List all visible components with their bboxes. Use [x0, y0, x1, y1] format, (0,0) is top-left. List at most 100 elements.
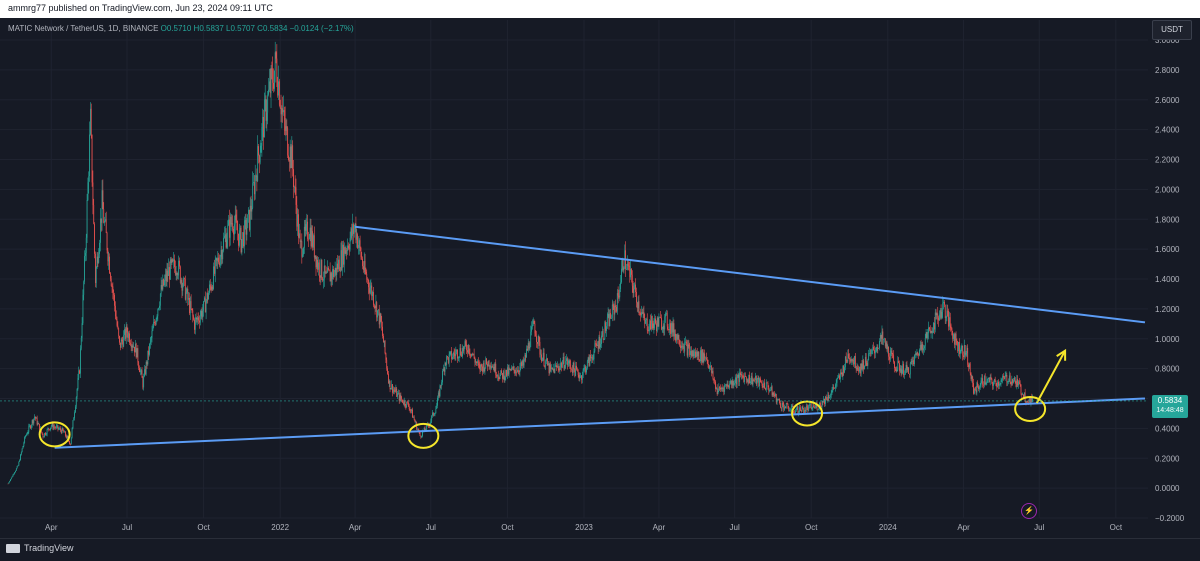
candle-body — [514, 369, 516, 374]
candle-body — [323, 279, 324, 281]
candle-body — [464, 341, 466, 347]
candle-body — [866, 362, 868, 366]
candle-body — [932, 332, 934, 334]
candle-body — [887, 346, 889, 350]
candle-body — [654, 318, 656, 324]
candle-body — [248, 209, 249, 215]
candle-body — [857, 367, 859, 371]
candle-body — [17, 465, 19, 467]
candle-body — [583, 367, 585, 370]
candle-body — [582, 369, 584, 376]
candle-body — [945, 316, 947, 318]
candle-body — [408, 406, 410, 410]
candle-body — [562, 357, 564, 364]
candle-body — [422, 431, 423, 437]
candle-body — [139, 370, 141, 373]
candle-body — [855, 367, 857, 370]
candle-body — [973, 388, 975, 394]
candle-body — [725, 384, 726, 386]
candle-body — [907, 367, 909, 371]
candle-body — [898, 361, 900, 364]
candle-body — [574, 369, 576, 376]
candle-body — [430, 420, 432, 423]
candle-body — [696, 351, 698, 357]
candle-body — [382, 326, 383, 336]
candle-body — [66, 435, 68, 439]
candle-body — [716, 387, 718, 395]
candle-body — [529, 346, 531, 349]
x-tick-label: 2022 — [271, 523, 289, 532]
tradingview-logo[interactable]: TradingView — [6, 543, 74, 553]
candle-body — [236, 220, 238, 231]
candle-body — [784, 406, 785, 410]
candle-body — [214, 266, 215, 274]
candle-body — [566, 358, 568, 365]
candle-body — [380, 313, 382, 322]
candle-body — [432, 412, 433, 416]
candle-body — [924, 338, 926, 347]
candle-body — [950, 325, 952, 329]
candle-body — [498, 377, 500, 380]
candle-body — [15, 470, 16, 473]
candle-body — [198, 317, 200, 321]
candle-body — [477, 361, 479, 364]
candle-body — [757, 377, 759, 380]
candle-body — [1006, 375, 1008, 383]
chart-area[interactable]: 3.0000 2.8000 2.6000 2.4000 2.2000 2.0000 1.80… — [0, 18, 1200, 538]
candle-body — [164, 279, 165, 286]
candle-body — [713, 378, 715, 381]
candle-body — [375, 302, 377, 308]
candle-body — [567, 363, 569, 365]
candle-body — [690, 351, 692, 357]
candle-body — [182, 286, 184, 291]
candle-body — [128, 333, 130, 339]
lightning-icon[interactable]: ⚡ — [1021, 503, 1037, 519]
candle-body — [90, 108, 91, 135]
candle-body — [530, 331, 532, 347]
candle-body — [505, 369, 507, 378]
candle-body — [366, 273, 368, 280]
candle-body — [670, 323, 671, 334]
y-tick-label: −0.2000 — [1155, 514, 1185, 523]
candle-body — [517, 369, 518, 373]
candle-body — [694, 351, 696, 354]
candle-body — [282, 108, 284, 113]
candle-body — [172, 259, 174, 262]
candle-body — [954, 333, 956, 345]
candle-body — [844, 356, 846, 368]
candle-body — [272, 70, 274, 83]
candle-body — [423, 427, 425, 432]
candle-body — [134, 343, 136, 353]
candle-body — [243, 220, 245, 247]
candle-body — [223, 237, 224, 251]
candle-body — [208, 292, 209, 300]
candle-body — [571, 368, 572, 370]
candle-body — [412, 417, 414, 418]
candle-body — [598, 336, 600, 349]
candle-body — [232, 223, 234, 229]
candle-body — [467, 350, 468, 353]
candle-body — [856, 367, 858, 370]
symbol-title: MATIC Network / TetherUS, 1D, BINANCE — [8, 24, 159, 33]
candle-body — [983, 376, 985, 386]
candle-body — [566, 358, 567, 362]
currency-button[interactable]: USDT — [1152, 20, 1192, 40]
candle-body — [720, 387, 722, 390]
candle-body — [564, 367, 566, 369]
candle-body — [285, 126, 287, 131]
candle-body — [834, 384, 836, 389]
candle-body — [283, 110, 284, 113]
candle-body — [580, 375, 582, 377]
candle-body — [87, 182, 89, 200]
candle-body — [649, 320, 651, 330]
candle-body — [219, 256, 221, 266]
candle-body — [387, 373, 389, 384]
candle-body — [862, 360, 864, 370]
candle-body — [38, 423, 40, 425]
x-tick-label: 2023 — [575, 523, 593, 532]
candle-body — [136, 348, 138, 358]
candle-body — [57, 425, 59, 430]
price-chart[interactable]: 3.0000 2.8000 2.6000 2.4000 2.2000 2.0000 1.80… — [0, 18, 1200, 538]
candle-body — [593, 351, 595, 360]
candle-body — [895, 369, 897, 372]
